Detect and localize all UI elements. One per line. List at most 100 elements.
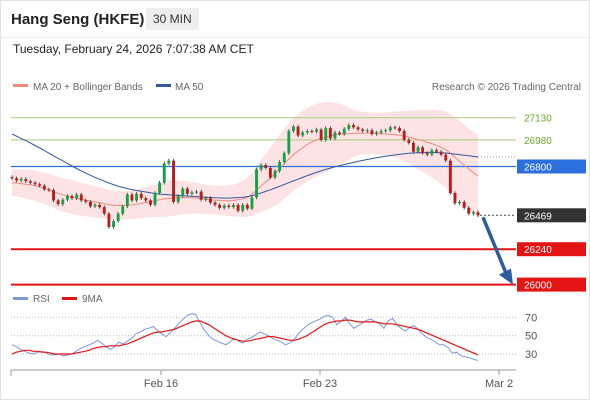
rsi-legend-label: RSI <box>33 294 50 305</box>
chart-header: Hang Seng (HKFE) 30 MIN <box>1 1 589 38</box>
candle-body <box>315 129 318 132</box>
candle-body <box>107 213 111 227</box>
candle-body <box>361 129 365 131</box>
rsi-tick-30: 30 <box>525 349 537 361</box>
support-label-box-26000 <box>517 277 586 292</box>
candle-body <box>204 198 208 200</box>
candle-body <box>213 202 217 205</box>
last-price-box <box>517 208 586 223</box>
candle-body <box>112 221 115 227</box>
candle-body <box>379 131 383 133</box>
ma50-line <box>11 133 479 199</box>
candle-body <box>29 181 32 183</box>
candle-body <box>375 132 378 134</box>
candle-body <box>333 132 337 139</box>
forecast-arrow-shaft <box>481 216 509 277</box>
last-price-label: 26469 <box>524 211 552 222</box>
forecast-arrow <box>481 216 513 285</box>
candle-body <box>412 142 415 152</box>
ma20-legend-label: MA 20 + Bollinger Bands <box>33 82 143 93</box>
candle-body <box>98 204 102 208</box>
candle-body <box>310 131 314 132</box>
rsi-line <box>11 313 479 361</box>
rsi-panel: 70 50 30 <box>11 312 537 361</box>
rsi-ma9-line <box>11 319 479 356</box>
candle-body <box>172 160 175 202</box>
candle-body <box>93 204 97 207</box>
candle-body <box>462 201 466 208</box>
candle-body <box>121 206 125 214</box>
candle-body <box>75 194 79 199</box>
candle-body <box>347 125 351 129</box>
candle-body <box>393 127 397 129</box>
candle-body <box>153 193 157 205</box>
candle-body <box>236 204 240 211</box>
candle-body <box>38 184 42 186</box>
ma50-legend-label: MA 50 <box>175 82 204 93</box>
candle-body <box>435 150 438 152</box>
candle-body <box>287 131 291 154</box>
pivot-label-box <box>517 159 586 174</box>
candle-body <box>42 185 46 190</box>
candle-body <box>453 193 457 204</box>
candle-body <box>232 204 235 208</box>
candle-body <box>273 170 277 178</box>
candle-body <box>328 128 332 139</box>
candle-body <box>282 153 286 163</box>
candle-body <box>296 126 300 136</box>
rsi-tick-50: 50 <box>525 331 537 343</box>
candle-body <box>255 169 258 198</box>
candle-body <box>292 126 295 131</box>
candle-body <box>476 212 480 216</box>
candle-body <box>52 190 55 201</box>
price-levels <box>11 117 516 286</box>
candle-body <box>135 193 138 201</box>
candle-body <box>181 188 185 196</box>
candle-body <box>190 192 194 194</box>
candle-body <box>102 207 106 214</box>
candle-body <box>199 191 203 200</box>
candle-body <box>84 200 88 202</box>
candle-body <box>444 154 448 161</box>
candle-body <box>56 200 60 205</box>
moving-averages <box>11 132 516 206</box>
candle-body <box>33 182 37 185</box>
candle-body <box>10 177 14 179</box>
candle-body <box>139 193 143 199</box>
candle-body <box>149 200 152 205</box>
candle-body <box>388 127 392 131</box>
candle-body <box>79 194 83 201</box>
ma50-legend-swatch <box>156 84 171 87</box>
candle-body <box>222 205 226 208</box>
x-tick-label: Mar 2 <box>485 378 513 390</box>
ma20-line <box>11 132 479 206</box>
timestamp: Tuesday, February 24, 2026 7:07:38 AM CE… <box>13 42 254 56</box>
candle-body <box>448 160 452 194</box>
candle-body <box>162 163 166 183</box>
resistance-label-27130: 27130 <box>524 114 552 125</box>
candle-body <box>416 147 420 152</box>
candle-body <box>319 129 323 140</box>
candle-body <box>144 198 148 201</box>
x-tick-label: Feb 16 <box>144 378 178 390</box>
candle-body <box>227 205 231 208</box>
candle-body <box>245 204 249 209</box>
candle-body <box>116 213 120 222</box>
rsi-legend-swatch <box>13 297 28 300</box>
candles <box>10 123 480 229</box>
rsi-tick-70: 70 <box>525 312 537 324</box>
candle-body <box>130 194 134 201</box>
candle-body <box>430 150 434 155</box>
candle-body <box>407 139 411 143</box>
time-axis: Feb 16 Feb 23 Mar 2 <box>10 369 516 390</box>
price-labels: 27130 26980 26800 26469 26240 26000 <box>517 114 586 292</box>
candle-body <box>324 128 328 140</box>
candle-body <box>365 130 369 132</box>
candle-body <box>425 153 429 155</box>
x-tick-label: Feb 23 <box>303 378 337 390</box>
candle-body <box>264 165 268 168</box>
candle-body <box>398 128 401 132</box>
candle-body <box>305 131 309 133</box>
timeframe-badge[interactable]: 30 MIN <box>146 8 199 30</box>
